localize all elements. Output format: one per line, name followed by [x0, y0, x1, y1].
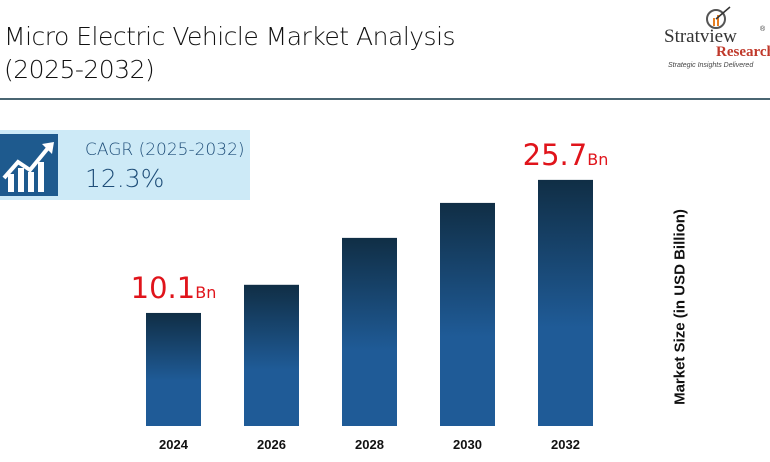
cagr-value: 12.3% — [85, 164, 165, 193]
x-tick-label: 2030 — [453, 437, 482, 452]
title-line-2: (2025-2032) — [4, 55, 155, 84]
x-tick-label: 2032 — [551, 437, 580, 452]
x-tick-label: 2026 — [257, 437, 286, 452]
logo-sub: Research — [716, 44, 770, 60]
bar-2024 — [146, 312, 201, 426]
growth-chart-icon — [0, 134, 58, 196]
data-label: 25.7Bn — [523, 138, 609, 172]
bar-2032 — [538, 179, 593, 426]
bar-2030 — [440, 202, 495, 426]
cagr-label: CAGR (2025-2032) — [85, 140, 245, 160]
logo-tagline: Strategic Insights Delivered — [668, 62, 754, 69]
header-divider — [0, 98, 770, 100]
logo-reg: ® — [760, 26, 766, 33]
logo-target-icon — [706, 6, 731, 29]
data-label: 10.1Bn — [131, 271, 217, 305]
title-line-1: Micro Electric Vehicle Market Analysis — [4, 22, 456, 51]
x-tick-label: 2028 — [355, 437, 384, 452]
cagr-box: CAGR (2025-2032) 12.3% — [0, 130, 250, 200]
x-tick-label: 2024 — [159, 437, 189, 452]
stratview-logo: Stratview ® Research Strategic Insights … — [664, 6, 770, 70]
logo-brand: Stratview — [664, 26, 737, 47]
y-axis-label: Market Size (in USD Billion) — [671, 209, 689, 405]
page-title: Micro Electric Vehicle Market Analysis (… — [4, 20, 456, 86]
bar-2026 — [244, 284, 299, 426]
bar-2028 — [342, 237, 397, 426]
